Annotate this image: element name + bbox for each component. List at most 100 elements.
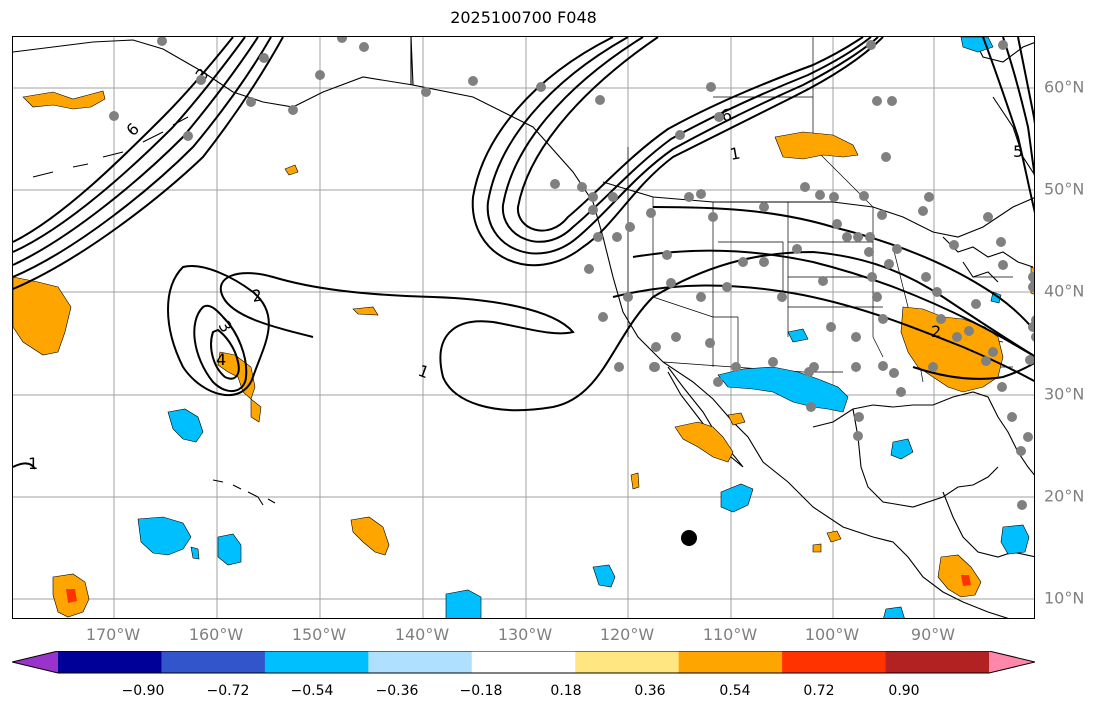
station-dot — [675, 130, 685, 140]
station-dot — [684, 192, 694, 202]
colorbar-tick-label: −0.36 — [375, 683, 419, 699]
station-dot — [997, 382, 1007, 392]
station-dot — [337, 37, 347, 43]
station-dot — [196, 75, 206, 85]
station-dot — [988, 347, 998, 357]
station-dot — [1031, 315, 1034, 325]
station-dot — [598, 312, 608, 322]
station-dot — [759, 202, 769, 212]
contour-label: 6 — [719, 105, 734, 126]
station-dot — [183, 131, 193, 141]
lon-label: 110°W — [702, 625, 758, 644]
lon-label: 140°W — [394, 625, 450, 644]
lon-label: 170°W — [85, 625, 141, 644]
station-dot — [815, 190, 825, 200]
lat-label: 40°N — [1044, 281, 1085, 301]
station-dot — [998, 260, 1008, 270]
station-dot — [1007, 412, 1017, 422]
station-dot — [738, 257, 748, 267]
colorbar-tick-label: 0.54 — [719, 683, 751, 699]
station-dot — [949, 240, 959, 250]
station-dot — [649, 362, 659, 372]
station-dot — [696, 189, 706, 199]
station-dot — [584, 264, 594, 274]
station-dot — [706, 82, 716, 92]
colorbar-segment — [368, 651, 473, 673]
station-dot — [892, 244, 902, 254]
station-dot — [708, 212, 718, 222]
lat-label: 30°N — [1044, 384, 1085, 404]
chart-title: 2025100700 F048 — [450, 8, 597, 27]
station-dot — [705, 338, 715, 348]
station-dot — [981, 356, 991, 366]
station-dot — [800, 182, 810, 192]
station-dot — [612, 232, 622, 242]
colorbar-tick-label: −0.90 — [121, 683, 165, 699]
station-dot — [996, 237, 1006, 247]
station-dot — [759, 257, 769, 267]
colorbar-segment — [161, 651, 266, 673]
lat-label: 10°N — [1044, 588, 1085, 608]
station-dot — [536, 82, 546, 92]
station-dot — [936, 314, 946, 324]
station-dot — [614, 362, 624, 372]
contour-label: 2 — [931, 322, 941, 341]
station-dot — [315, 70, 325, 80]
colorbar-segment — [575, 651, 680, 673]
station-dot — [595, 95, 605, 105]
contour-label: 4 — [216, 350, 226, 369]
station-dot — [623, 292, 633, 302]
lon-label: 100°W — [804, 625, 860, 644]
station-dot — [887, 96, 897, 106]
station-dot — [918, 206, 928, 216]
negative-anomaly-shading — [137, 37, 1030, 618]
colorbar-segment — [989, 651, 1035, 673]
contour-label-group: 1 2 3 4 6 1 6 5 2 1 3 — [28, 65, 1023, 473]
station-dot — [651, 342, 661, 352]
lat-label: 20°N — [1044, 486, 1085, 506]
colorbar-tick-label: 0.72 — [803, 683, 835, 699]
station-dot — [896, 387, 906, 397]
station-dot — [662, 250, 672, 260]
contour-label: 1 — [416, 361, 432, 382]
station-dot — [998, 40, 1008, 50]
station-dot — [714, 112, 724, 122]
colorbar-tick-label: 0.36 — [634, 683, 666, 699]
station-dot — [246, 97, 256, 107]
lon-label: 160°W — [188, 625, 244, 644]
contour-label: 6 — [122, 119, 143, 140]
station-dot — [713, 377, 723, 387]
colorbar-segment — [678, 651, 783, 673]
station-dot — [1017, 500, 1027, 510]
colorbar-tick-label: 0.18 — [550, 683, 582, 699]
station-dot — [608, 192, 618, 202]
station-dot — [881, 152, 891, 162]
station-dot — [859, 191, 869, 201]
colorbar-tick-label: −0.54 — [290, 683, 334, 699]
station-dot — [646, 208, 656, 218]
station-dot — [577, 182, 587, 192]
colorbar-tick-label: 0.90 — [888, 683, 920, 699]
contour-label: 1 — [728, 143, 741, 163]
colorbar-outline — [12, 651, 1035, 674]
station-dot — [671, 332, 681, 342]
station-dot — [818, 276, 828, 286]
station-dot — [666, 278, 676, 288]
station-dot — [1023, 432, 1033, 442]
station-dot — [468, 76, 478, 86]
station-dot — [964, 326, 974, 336]
station-dot — [109, 111, 119, 121]
station-dot — [588, 192, 598, 202]
station-dot — [878, 361, 888, 371]
station-dot — [851, 332, 861, 342]
colorbar — [12, 651, 1035, 674]
storm-center-marker — [681, 530, 697, 546]
station-dot — [853, 431, 863, 441]
station-dot — [884, 259, 894, 269]
station-dot — [288, 105, 298, 115]
station-dot — [1025, 355, 1034, 365]
station-dot — [359, 42, 369, 52]
station-dot — [851, 362, 861, 372]
station-dot — [777, 292, 787, 302]
station-dot — [983, 212, 993, 222]
